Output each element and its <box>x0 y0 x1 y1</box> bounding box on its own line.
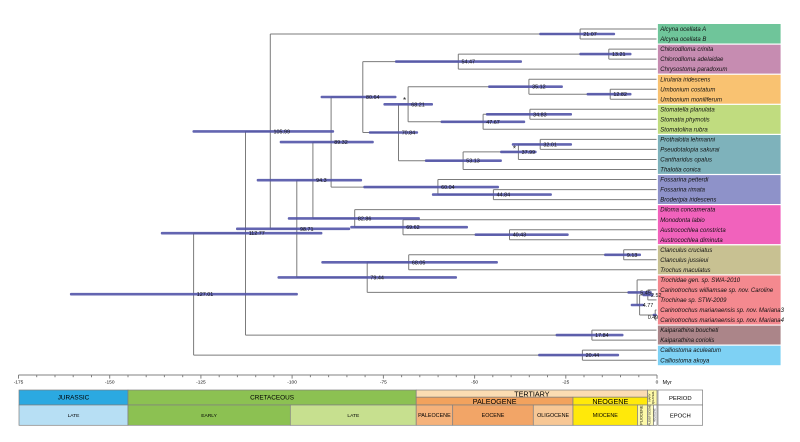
svg-text:32.01: 32.01 <box>543 142 557 148</box>
svg-text:-125: -125 <box>196 380 206 386</box>
svg-text:5.45: 5.45 <box>640 290 651 296</box>
svg-text:Umbonium moniliferum: Umbonium moniliferum <box>660 97 722 103</box>
svg-text:21.07: 21.07 <box>583 32 597 38</box>
svg-text:20.44: 20.44 <box>586 353 600 359</box>
svg-text:Carinotrochus marianaensis sp.: Carinotrochus marianaensis sp. nov. Mari… <box>660 318 784 324</box>
svg-text:37.99: 37.99 <box>522 150 536 156</box>
svg-text:112.77: 112.77 <box>249 231 265 237</box>
svg-text:NARY: NARY <box>648 393 652 401</box>
svg-text:47.67: 47.67 <box>486 120 500 126</box>
svg-text:40.43: 40.43 <box>513 233 527 239</box>
svg-text:QUATER-: QUATER- <box>651 391 655 404</box>
svg-text:CRETACEOUS: CRETACEOUS <box>250 395 294 402</box>
svg-text:Chlorodiloma adelaidae: Chlorodiloma adelaidae <box>660 57 724 63</box>
svg-text:EOCENE: EOCENE <box>482 413 505 419</box>
svg-text:PALEOGENE: PALEOGENE <box>473 397 517 406</box>
svg-text:Trochus maculatus: Trochus maculatus <box>660 268 710 274</box>
svg-text:Chlorodiloma crinita: Chlorodiloma crinita <box>660 47 714 53</box>
svg-text:LATE: LATE <box>347 413 360 419</box>
svg-text:EPOCH: EPOCH <box>670 414 691 420</box>
svg-text:Chrysostoma paradoxum: Chrysostoma paradoxum <box>660 67 727 73</box>
svg-text:*: * <box>403 96 406 105</box>
svg-text:17.84: 17.84 <box>595 333 609 339</box>
svg-text:Trochidae gen. sp. SWA-2010: Trochidae gen. sp. SWA-2010 <box>660 278 740 284</box>
svg-text:*: * <box>513 145 516 154</box>
svg-text:PALEOCENE: PALEOCENE <box>418 413 451 419</box>
svg-text:82.86: 82.86 <box>358 216 372 222</box>
svg-text:89.32: 89.32 <box>334 140 348 146</box>
svg-text:13.21: 13.21 <box>612 52 626 58</box>
svg-text:98.71: 98.71 <box>300 227 314 233</box>
svg-text:PLIOCENE: PLIOCENE <box>640 405 644 425</box>
svg-text:69.62: 69.62 <box>406 225 420 231</box>
svg-text:4.77: 4.77 <box>643 303 654 309</box>
svg-text:2.52: 2.52 <box>651 293 662 299</box>
svg-text:Stomatella planulata: Stomatella planulata <box>660 107 715 113</box>
svg-text:-75: -75 <box>380 380 387 386</box>
svg-text:-100: -100 <box>287 380 297 386</box>
svg-text:Diloma concamerata: Diloma concamerata <box>660 208 716 214</box>
svg-text:-175: -175 <box>14 380 24 386</box>
svg-text:94.3: 94.3 <box>316 178 327 184</box>
svg-text:68.21: 68.21 <box>411 102 425 108</box>
svg-text:Calliostoma akoya: Calliostoma akoya <box>660 358 710 364</box>
svg-text:Monodonta labio: Monodonta labio <box>660 218 705 224</box>
svg-text:34.83: 34.83 <box>533 112 547 118</box>
svg-text:44.84: 44.84 <box>497 193 511 199</box>
svg-text:Austrocochlea constricta: Austrocochlea constricta <box>659 228 726 234</box>
svg-text:PERIOD: PERIOD <box>669 396 692 402</box>
svg-text:OLIGOCENE: OLIGOCENE <box>537 413 569 419</box>
svg-text:68.05: 68.05 <box>412 260 426 266</box>
svg-text:9.13: 9.13 <box>627 253 638 259</box>
svg-text:NEOGENE: NEOGENE <box>592 397 628 406</box>
svg-text:HOLOCENE: HOLOCENE <box>653 408 656 422</box>
svg-text:Carinotrochus williamsae sp. n: Carinotrochus williamsae sp. nov. Caroli… <box>660 288 774 294</box>
svg-text:Calliostoma aculeatum: Calliostoma aculeatum <box>660 348 721 354</box>
svg-text:Pseudotalopia sakurai: Pseudotalopia sakurai <box>660 148 720 154</box>
svg-text:Thalotia conica: Thalotia conica <box>660 168 701 174</box>
svg-text:Fossarina rimata: Fossarina rimata <box>660 188 705 194</box>
svg-text:JURASSIC: JURASSIC <box>58 395 90 402</box>
svg-text:Stomatolina rubra: Stomatolina rubra <box>660 127 708 133</box>
svg-text:Carinotrochus marianaensis sp.: Carinotrochus marianaensis sp. nov. Mari… <box>660 308 784 314</box>
svg-text:Austrocochlea diminuta: Austrocochlea diminuta <box>659 238 723 244</box>
svg-text:PLEISTOCENE: PLEISTOCENE <box>648 405 652 426</box>
svg-text:-25: -25 <box>562 380 569 386</box>
svg-text:0.49: 0.49 <box>648 315 659 321</box>
svg-text:Alcyna ocellata B: Alcyna ocellata B <box>659 37 706 43</box>
svg-text:MIOCENE: MIOCENE <box>593 413 619 419</box>
svg-text:-150: -150 <box>105 380 115 386</box>
svg-text:60.04: 60.04 <box>441 185 455 191</box>
svg-text:LATE: LATE <box>68 413 81 419</box>
svg-text:Prothalotia lehmanni: Prothalotia lehmanni <box>660 138 715 144</box>
svg-text:Kaiparathina coriolis: Kaiparathina coriolis <box>660 338 714 344</box>
svg-text:12.82: 12.82 <box>613 92 627 98</box>
svg-text:Stomatia phymotis: Stomatia phymotis <box>660 117 709 123</box>
svg-text:Lirularia iridescens: Lirularia iridescens <box>660 77 710 83</box>
svg-text:Trochinae sp. STW-2009: Trochinae sp. STW-2009 <box>660 298 727 304</box>
svg-text:54.47: 54.47 <box>462 60 476 66</box>
svg-text:0: 0 <box>656 380 659 386</box>
svg-text:105.99: 105.99 <box>274 129 291 135</box>
svg-text:Clanculus cruciatus: Clanculus cruciatus <box>660 248 712 254</box>
svg-text:TERTIARY: TERTIARY <box>514 389 549 398</box>
svg-text:Clanculus jussieui: Clanculus jussieui <box>660 258 709 264</box>
svg-text:Umbonium costatum: Umbonium costatum <box>660 87 715 93</box>
svg-text:79.44: 79.44 <box>370 275 384 281</box>
svg-text:80.64: 80.64 <box>366 95 380 101</box>
svg-text:Kaiparathina boucheti: Kaiparathina boucheti <box>660 328 719 334</box>
svg-text:Fossarina petterdi: Fossarina petterdi <box>660 178 709 184</box>
svg-text:Myr: Myr <box>663 380 672 386</box>
svg-text:EARLY: EARLY <box>201 413 217 419</box>
svg-text:70.84: 70.84 <box>402 131 416 137</box>
svg-text:-50: -50 <box>471 380 478 386</box>
svg-text:Cantharidus opalus: Cantharidus opalus <box>660 158 712 164</box>
svg-text:Broderipia iridescens: Broderipia iridescens <box>660 198 716 204</box>
svg-text:127.01: 127.01 <box>197 292 214 298</box>
svg-text:35.12: 35.12 <box>532 85 546 91</box>
svg-text:53.13: 53.13 <box>466 159 480 165</box>
svg-text:Alcyna ocellata A: Alcyna ocellata A <box>659 27 706 33</box>
